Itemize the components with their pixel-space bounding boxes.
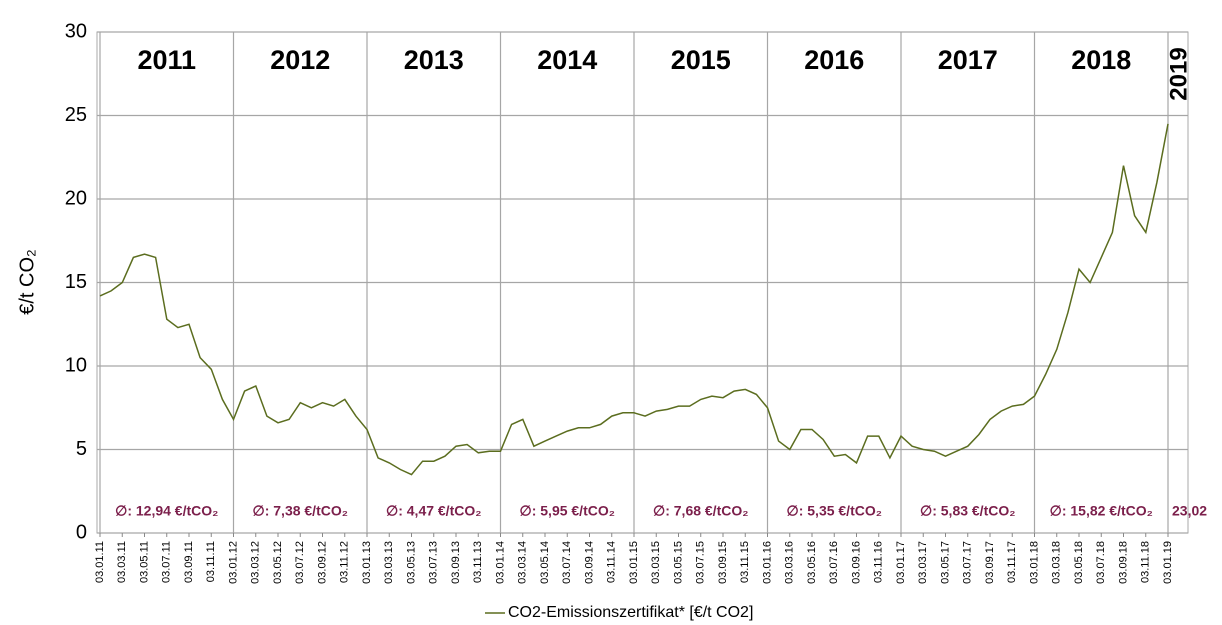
x-tick-label: 03.07.14 (561, 541, 573, 584)
x-tick-label: 03.01.12 (227, 541, 239, 584)
y-tick-label: 15 (65, 271, 87, 293)
x-tick-label: 03.01.19 (1162, 541, 1174, 584)
year-label: 2014 (537, 45, 597, 75)
y-tick-label: 25 (65, 104, 87, 126)
x-tick-label: 03.05.18 (1073, 541, 1085, 584)
average-label: ∅: 5,95 €/tCO₂ (520, 503, 615, 519)
x-tick-label: 03.09.13 (450, 541, 462, 584)
x-tick-label: 03.01.16 (761, 541, 773, 584)
average-label: ∅: 15,82 €/tCO₂ (1050, 503, 1153, 519)
x-tick-label: 03.03.14 (517, 541, 529, 584)
x-tick-label: 03.11.11 (205, 541, 217, 582)
x-tick-label: 03.11.12 (339, 541, 351, 583)
x-tick-label: 03.01.15 (628, 541, 640, 584)
x-tick-label: 03.07.12 (294, 541, 306, 584)
x-tick-label: 03.09.11 (183, 541, 195, 583)
x-tick-label: 03.03.17 (917, 541, 929, 584)
x-tick-label: 03.01.17 (895, 541, 907, 584)
y-axis-label: €/t CO₂ (16, 249, 38, 315)
x-tick-label: 03.03.15 (650, 541, 662, 584)
x-tick-label: 03.09.17 (984, 541, 996, 584)
x-tick-label: 03.05.17 (939, 541, 951, 584)
x-tick-label: 03.07.16 (828, 541, 840, 584)
y-tick-label: 20 (65, 187, 87, 209)
x-tick-label: 03.11.17 (1006, 541, 1018, 583)
average-label: ∅: 7,68 €/tCO₂ (653, 503, 748, 519)
x-tick-label: 03.01.14 (494, 541, 506, 584)
average-label: ∅: 5,35 €/tCO₂ (787, 503, 882, 519)
x-tick-label: 03.09.18 (1117, 541, 1129, 584)
x-tick-label: 03.09.15 (717, 541, 729, 584)
average-label: ∅: 5,83 €/tCO₂ (920, 503, 1015, 519)
x-tick-label: 03.05.13 (405, 541, 417, 584)
year-label: 2011 (137, 45, 196, 75)
x-tick-label: 03.01.18 (1028, 541, 1040, 584)
year-label: 2016 (804, 45, 864, 75)
x-tick-label: 03.11.14 (606, 541, 618, 583)
x-tick-label: 03.07.15 (695, 541, 707, 584)
average-label: 23,02 (1172, 503, 1207, 519)
x-tick-label: 03.01.13 (361, 541, 373, 584)
x-tick-label: 03.05.16 (806, 541, 818, 584)
x-tick-label: 03.01.11 (94, 541, 106, 583)
year-label: 2013 (404, 45, 464, 75)
y-tick-label: 0 (76, 521, 87, 543)
x-tick-label: 03.11.15 (739, 541, 751, 583)
x-tick-label: 03.05.14 (539, 541, 551, 584)
x-tick-label: 03.03.18 (1051, 541, 1063, 584)
x-tick-label: 03.07.17 (962, 541, 974, 584)
y-tick-label: 10 (65, 354, 87, 376)
line-series (99, 123, 1169, 476)
x-tick-label: 03.09.12 (316, 541, 328, 584)
legend-label: CO2-Emissionszertifikat* [€/t CO2] (508, 604, 753, 621)
x-tick-label: 03.09.14 (583, 541, 595, 584)
average-label: ∅: 7,38 €/tCO₂ (253, 503, 348, 519)
x-tick-label: 03.11.13 (472, 541, 484, 583)
y-tick-label: 30 (65, 20, 87, 42)
x-tick-label: 03.09.16 (850, 541, 862, 584)
year-label: 2012 (270, 45, 330, 75)
x-tick-label: 03.03.13 (383, 541, 395, 584)
year-label: 2017 (938, 45, 998, 75)
x-tick-label: 03.03.16 (784, 541, 796, 584)
x-tick-label: 03.11.18 (1140, 541, 1152, 583)
year-label: 2015 (671, 45, 731, 75)
y-tick-label: 5 (76, 438, 87, 460)
x-tick-label: 03.05.15 (672, 541, 684, 584)
year-label: 2019 (1165, 47, 1192, 100)
x-tick-label: 03.07.18 (1095, 541, 1107, 584)
x-tick-label: 03.03.11 (116, 541, 128, 583)
x-tick-label: 03.11.16 (873, 541, 885, 583)
x-tick-label: 03.05.11 (138, 541, 150, 583)
x-tick-label: 03.07.11 (161, 541, 173, 583)
average-label: ∅: 4,47 €/tCO₂ (386, 503, 481, 519)
average-label: ∅: 12,94 €/tCO₂ (115, 503, 218, 519)
x-tick-label: 03.07.13 (428, 541, 440, 584)
x-tick-label: 03.03.12 (250, 541, 262, 584)
x-tick-label: 03.05.12 (272, 541, 284, 584)
year-label: 2018 (1071, 45, 1131, 75)
